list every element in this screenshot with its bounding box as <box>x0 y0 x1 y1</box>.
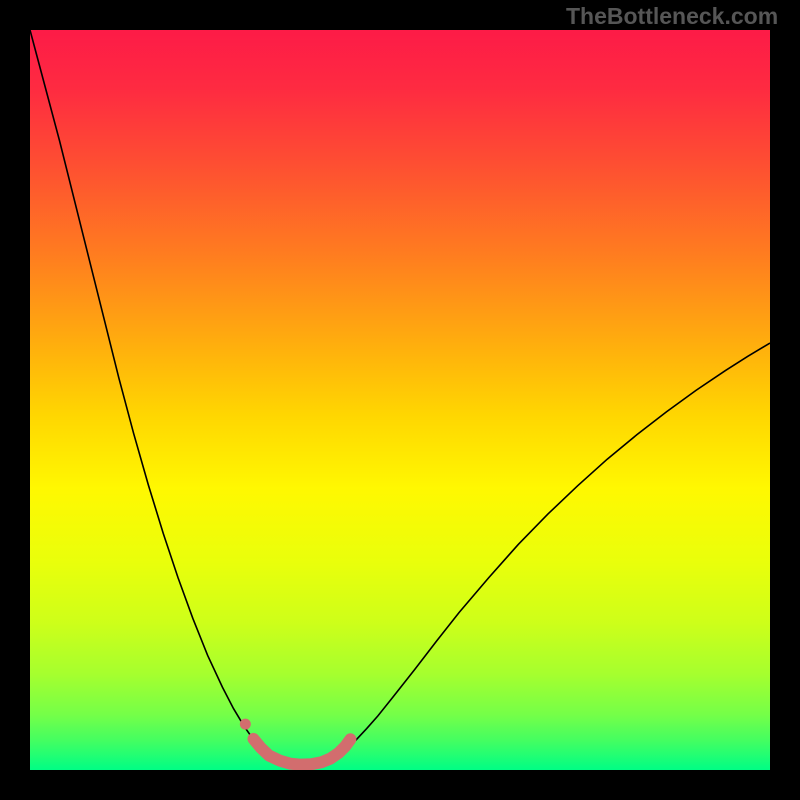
chart-svg <box>30 30 770 770</box>
valley-marker-dot <box>240 719 251 730</box>
gradient-background <box>30 30 770 770</box>
watermark-text: TheBottleneck.com <box>566 3 778 30</box>
plot-area <box>30 30 770 770</box>
